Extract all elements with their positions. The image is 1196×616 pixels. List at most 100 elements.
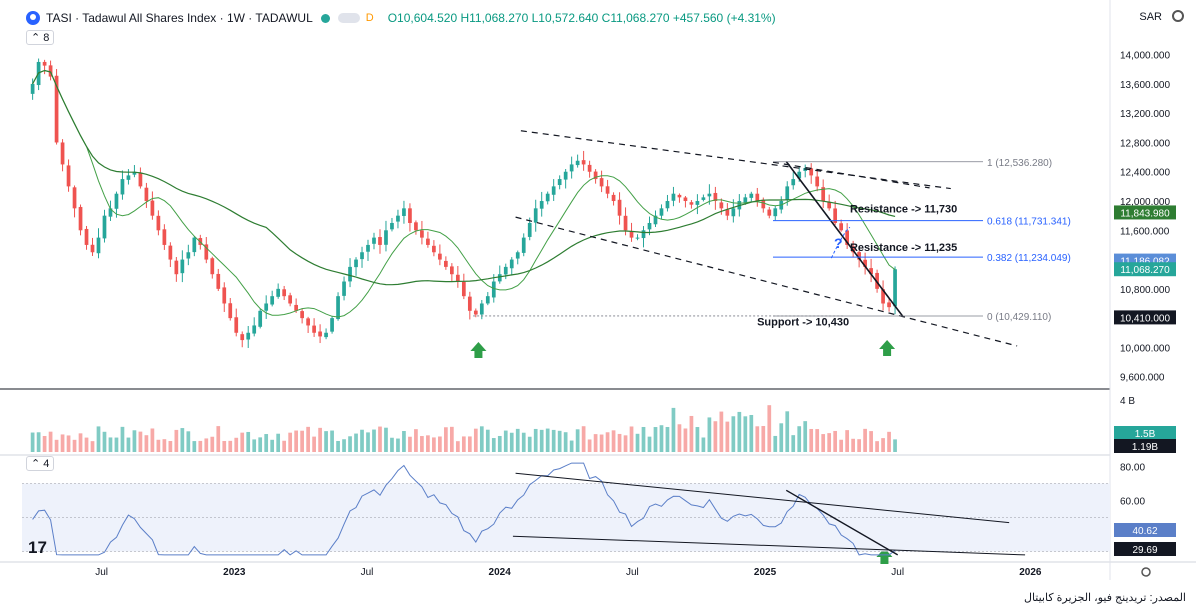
settings-gear-icon[interactable] (1172, 10, 1184, 22)
volume-bar (845, 430, 849, 452)
volume-bar (785, 411, 790, 452)
candle-body (252, 325, 257, 334)
candle-body (372, 237, 376, 244)
volume-bar (318, 427, 322, 452)
volume-bar (276, 433, 281, 452)
volume-bar (408, 436, 412, 452)
candle-body (485, 296, 490, 304)
candle-body (557, 179, 562, 186)
candle-body (749, 193, 754, 198)
volume-bar (773, 435, 778, 452)
volume-bar (809, 428, 814, 452)
candle-body (569, 164, 574, 172)
candle-body (324, 332, 328, 338)
volume-bar (515, 428, 520, 452)
candle-body (683, 197, 688, 202)
volume-bar (449, 426, 454, 452)
volume-bar (641, 426, 646, 452)
volume-bar (749, 414, 754, 452)
volume-bar (372, 429, 376, 452)
volume-bar (390, 437, 394, 452)
toggle-icon[interactable] (337, 13, 360, 23)
candle-body (306, 318, 310, 326)
volume-bar (42, 435, 47, 452)
volume-bar (707, 417, 712, 452)
resistance-label-2: Resistance -> 11,235 (850, 242, 957, 254)
volume-bar (288, 432, 293, 452)
candle-body (545, 193, 550, 202)
volume-bar (821, 434, 826, 452)
rsi-indicator-badge[interactable]: ⌃ 4 (26, 456, 55, 471)
price-tick-label: 11,600.000 (1120, 226, 1170, 237)
candle-body (246, 332, 251, 340)
volume-bar (438, 436, 442, 452)
volume-bar (713, 421, 718, 452)
volume-bar (234, 437, 239, 452)
candle-body (126, 175, 131, 180)
volume-bar (282, 440, 287, 452)
volume-bar (30, 432, 35, 452)
candle-body (150, 200, 155, 216)
candle-body (54, 75, 59, 143)
volume-bar (84, 437, 89, 452)
volume-bar (384, 427, 388, 452)
volume-bar (893, 439, 897, 452)
volume-bar (473, 428, 478, 452)
candle-body (84, 228, 89, 245)
candle-body (701, 197, 706, 200)
chevron-down-icon: ⌃ (31, 32, 41, 44)
volume-bar (521, 432, 526, 452)
lower-channel-line (515, 216, 1018, 347)
indicator-count-badge[interactable]: ⌃ 8 (26, 30, 55, 45)
candle-body (617, 199, 622, 216)
ohlc-readout: O10,604.520 H11,068.270 L10,572.640 C11,… (387, 11, 776, 25)
candle-body (438, 253, 442, 260)
volume-bar (36, 432, 41, 452)
candle-body (288, 295, 293, 304)
volume-tick-label: 4 B (1120, 396, 1135, 407)
volume-bar (731, 416, 736, 452)
candle-body (408, 208, 412, 223)
candle-body (671, 193, 676, 201)
rsi-last-tag: 40.62 (1132, 526, 1157, 537)
candle-body (384, 230, 388, 245)
volume-bar (144, 435, 149, 452)
candle-body (192, 237, 197, 253)
rsi-trend-lower (512, 535, 1026, 556)
candle-body (342, 281, 346, 296)
source-credit: المصدر: تريدينج فيو، الجزيرة كابيتال (1023, 592, 1186, 604)
volume-bar (108, 437, 113, 452)
candle-body (821, 187, 826, 202)
candle-body (66, 165, 71, 187)
volume-bar (569, 440, 574, 452)
candle-body (767, 209, 772, 216)
candle-body (611, 194, 616, 202)
ma-price-tag: 11,843.980 (1120, 208, 1170, 219)
volume-bar (491, 438, 496, 452)
volume-bar (545, 428, 550, 452)
volume-bar (605, 432, 610, 452)
chart-header: TASI · Tadawul All Shares Index · 1W · T… (26, 6, 776, 30)
tasi-logo-icon (26, 11, 40, 25)
candle-body (294, 304, 298, 311)
candle-body (761, 199, 766, 209)
candle-body (845, 230, 849, 245)
volume-bar (623, 435, 628, 452)
volume-bar (444, 427, 448, 452)
price-tick-label: 12,000.000 (1120, 197, 1170, 208)
candle-body (707, 193, 712, 197)
candle-body (72, 187, 77, 209)
currency-label[interactable]: SAR (1139, 11, 1162, 23)
volume-bar (228, 440, 233, 452)
price-tick-label: 9,600.000 (1120, 373, 1165, 384)
volume-bar (869, 431, 873, 452)
candle-body (90, 244, 95, 253)
volume-bar (527, 436, 532, 452)
candle-body (120, 179, 125, 195)
indicator-count: 8 (43, 32, 50, 44)
volume-bar (222, 440, 227, 452)
volume-bar (767, 405, 772, 452)
candle-body (509, 259, 514, 269)
candle-body (276, 288, 281, 297)
